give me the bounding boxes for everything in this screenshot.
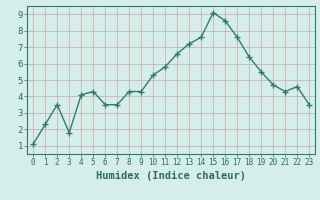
X-axis label: Humidex (Indice chaleur): Humidex (Indice chaleur) <box>96 171 246 181</box>
